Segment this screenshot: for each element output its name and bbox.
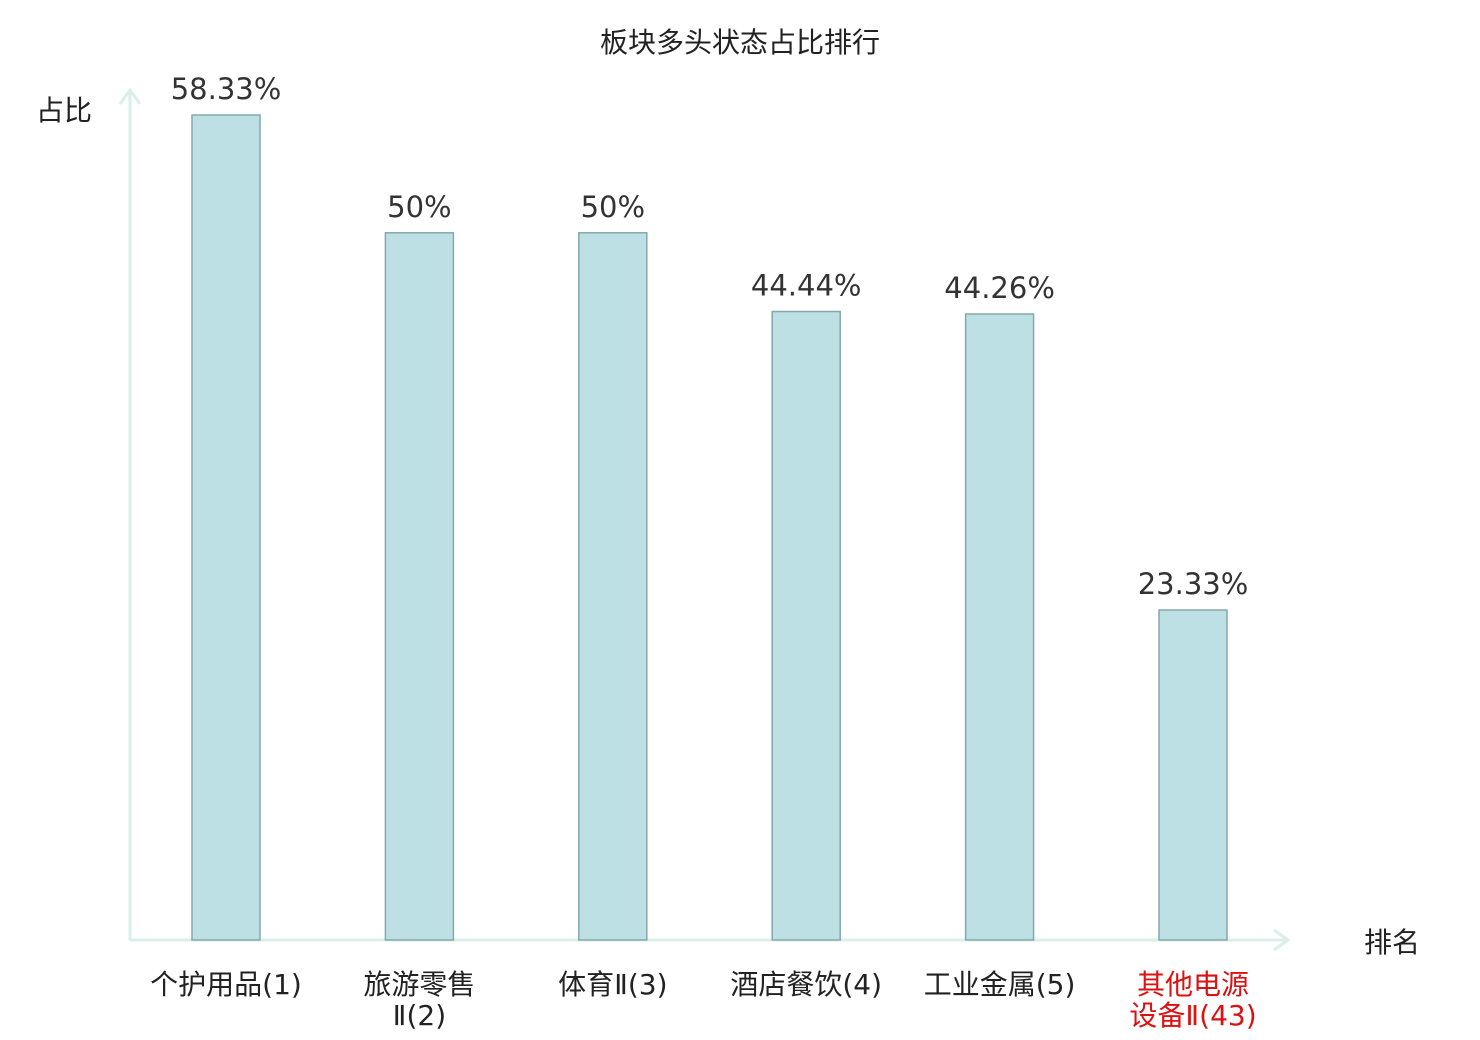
category-label-2: 旅游零售 Ⅱ(2) xyxy=(363,968,475,1032)
value-label-6: 23.33% xyxy=(1138,567,1249,601)
y-axis-arrow xyxy=(118,87,142,105)
bar-4 xyxy=(771,310,841,941)
category-label-line: 设备Ⅱ(43) xyxy=(1129,999,1256,1032)
category-label-6: 其他电源设备Ⅱ(43) xyxy=(1129,968,1256,1032)
value-label-4: 44.44% xyxy=(751,269,862,303)
bar-5 xyxy=(964,313,1035,941)
category-label-line: 个护用品(1) xyxy=(150,968,302,1001)
category-label-3: 体育Ⅱ(3) xyxy=(558,968,667,1001)
x-axis-label: 排名 xyxy=(1364,926,1420,959)
category-label-1: 个护用品(1) xyxy=(150,968,302,1001)
bars-group xyxy=(191,114,1228,941)
category-label-line: 其他电源 xyxy=(1137,968,1249,1001)
category-label-line: Ⅱ(2) xyxy=(393,999,446,1032)
bar-6 xyxy=(1158,609,1228,941)
category-label-line: 体育Ⅱ(3) xyxy=(558,968,667,1001)
bar-3 xyxy=(578,232,648,941)
y-axis-label: 占比 xyxy=(36,94,92,127)
bar-2 xyxy=(384,232,455,941)
value-label-3: 50% xyxy=(581,190,645,224)
bar-1 xyxy=(191,114,261,941)
category-label-5: 工业金属(5) xyxy=(924,968,1076,1001)
value-labels-group: 58.33% 50% 50% 44.44% 44.26% 23.33% xyxy=(171,72,1249,601)
x-axis-arrow xyxy=(1273,928,1291,952)
category-label-4: 酒店餐饮(4) xyxy=(730,968,882,1001)
chart-title: 板块多头状态占比排行 xyxy=(600,26,880,59)
value-label-2: 50% xyxy=(387,190,451,224)
category-labels-group: 个护用品(1) 旅游零售 Ⅱ(2) 体育Ⅱ(3) 酒店餐饮(4) 工业金属(5) 其他电源设… xyxy=(150,968,1256,1032)
category-label-line: 旅游零售 xyxy=(363,968,475,1001)
category-label-line: 酒店餐饮(4) xyxy=(730,968,882,1001)
axes xyxy=(118,87,1291,952)
category-label-line: 工业金属(5) xyxy=(924,968,1076,1001)
value-label-1: 58.33% xyxy=(171,72,282,106)
value-label-5: 44.26% xyxy=(944,271,1055,305)
